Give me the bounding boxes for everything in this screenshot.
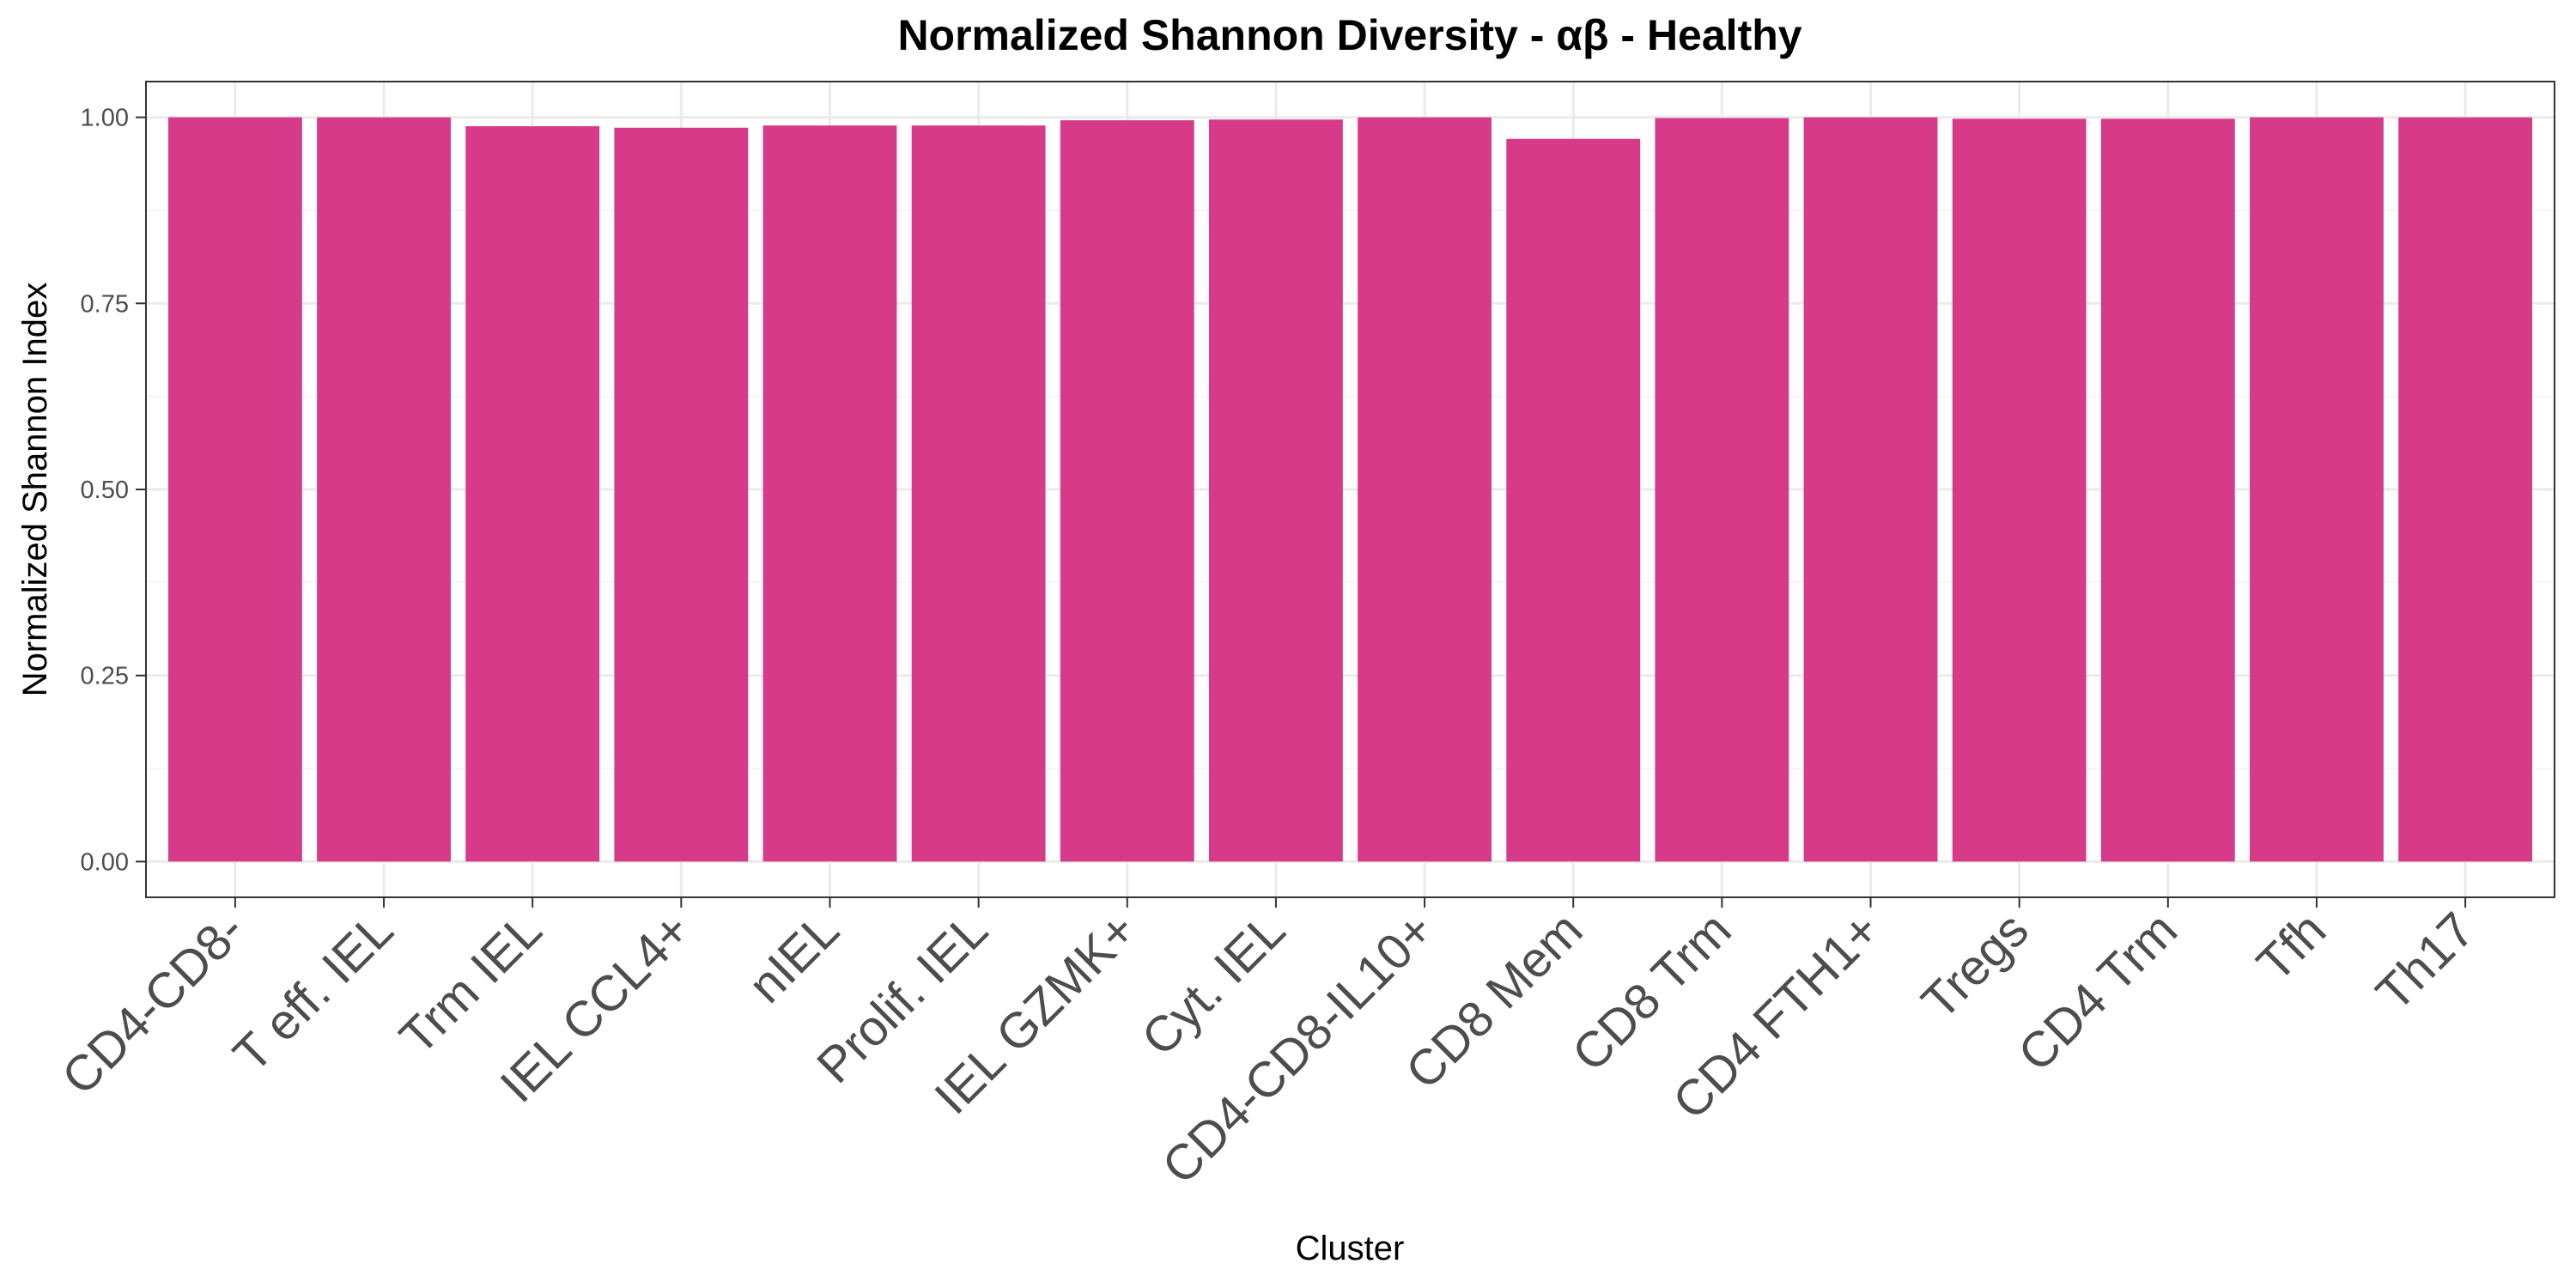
- x-tick-label: T eff. IEL: [222, 902, 404, 1083]
- bar: [2100, 118, 2235, 862]
- bar: [167, 117, 302, 862]
- x-tick-label: CD4 Trm: [2008, 902, 2188, 1082]
- x-tick-label: Tfh: [2246, 902, 2336, 992]
- bar: [1358, 117, 1492, 862]
- plot-panel: [145, 81, 2555, 898]
- y-axis: 0.00 0.25 0.50 0.75 1.00: [81, 105, 146, 876]
- bar: [614, 127, 749, 862]
- bar: [1060, 120, 1194, 862]
- bar: [1952, 118, 2087, 862]
- x-tick-label: nIEL: [738, 902, 849, 1013]
- bar: [762, 125, 897, 862]
- x-tick-label: CD4-CD8-IL10+: [1151, 902, 1444, 1194]
- bars: [167, 117, 2533, 862]
- bar: [1506, 138, 1641, 862]
- bar: [1803, 117, 1938, 862]
- y-tick-label: 0.00: [81, 848, 129, 876]
- y-tick-label: 0.50: [81, 477, 129, 504]
- bar: [1655, 118, 1789, 862]
- y-tick-label: 0.75: [81, 290, 129, 318]
- bar: [2250, 117, 2384, 862]
- x-axis-title: Cluster: [1296, 1230, 1405, 1267]
- bar: [2398, 117, 2533, 862]
- y-tick-label: 1.00: [81, 105, 129, 132]
- x-tick-label: Th17: [2366, 902, 2485, 1021]
- bar: [1209, 119, 1343, 862]
- x-tick-label: CD4-CD8-: [52, 902, 255, 1105]
- bar: [465, 126, 600, 862]
- chart-title: Normalized Shannon Diversity - αβ - Heal…: [897, 11, 1801, 59]
- bar: [911, 125, 1046, 862]
- bar: [317, 117, 451, 862]
- y-axis-title: Normalized Shannon Index: [16, 283, 54, 697]
- x-tick-label: Tregs: [1911, 902, 2039, 1030]
- y-tick-label: 0.25: [81, 663, 129, 690]
